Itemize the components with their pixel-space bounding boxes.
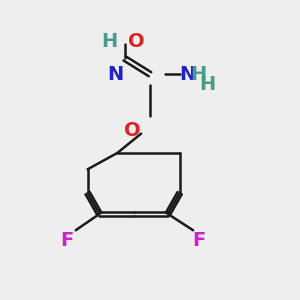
Text: O: O (128, 32, 145, 51)
Text: H: H (199, 75, 215, 94)
Text: F: F (60, 231, 74, 250)
Text: O: O (124, 121, 140, 140)
Text: H: H (102, 32, 118, 51)
Text: N: N (108, 65, 124, 84)
Text: F: F (192, 231, 206, 250)
Text: N: N (180, 65, 196, 84)
Text: H: H (190, 65, 206, 84)
